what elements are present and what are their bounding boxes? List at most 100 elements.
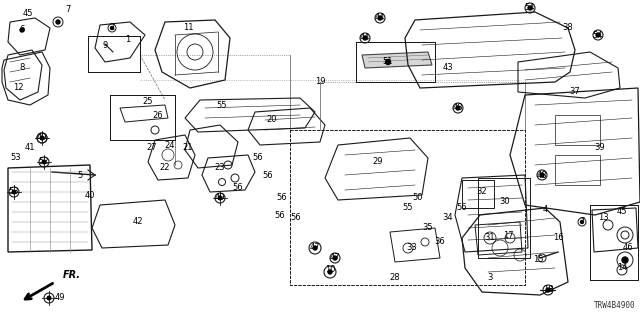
Text: 54: 54	[593, 30, 604, 39]
Circle shape	[20, 28, 24, 32]
Circle shape	[333, 256, 337, 260]
Bar	[590, 205, 638, 280]
Text: 56: 56	[291, 213, 301, 222]
Bar	[356, 42, 435, 82]
Text: 52: 52	[39, 157, 49, 166]
Circle shape	[528, 6, 532, 10]
Circle shape	[328, 270, 332, 274]
Circle shape	[378, 16, 382, 20]
Text: 43: 43	[443, 63, 453, 73]
Circle shape	[12, 190, 16, 194]
Bar	[88, 36, 140, 72]
Bar	[356, 42, 435, 82]
Text: 33: 33	[406, 244, 417, 252]
Text: 30: 30	[500, 197, 510, 206]
Text: 12: 12	[13, 84, 23, 92]
Text: 41: 41	[25, 143, 35, 153]
Text: 5: 5	[77, 171, 83, 180]
Text: 26: 26	[153, 110, 163, 119]
Text: 28: 28	[390, 274, 400, 283]
Text: 49: 49	[36, 133, 47, 142]
Text: 18: 18	[543, 285, 554, 294]
Circle shape	[313, 246, 317, 250]
Text: 56: 56	[262, 171, 273, 180]
Text: 44: 44	[375, 13, 385, 22]
Text: 48: 48	[537, 171, 547, 180]
Text: 44: 44	[360, 34, 371, 43]
Text: 56: 56	[253, 154, 263, 163]
Circle shape	[622, 257, 628, 263]
Text: 49: 49	[215, 194, 225, 203]
Text: 6: 6	[19, 26, 25, 35]
Bar	[290, 130, 525, 285]
Circle shape	[56, 20, 60, 24]
Text: 53: 53	[9, 188, 19, 196]
Circle shape	[596, 33, 600, 37]
Text: 13: 13	[598, 213, 608, 222]
Text: TRW4B4900: TRW4B4900	[595, 301, 636, 310]
Circle shape	[218, 196, 222, 200]
Text: 56: 56	[233, 183, 243, 193]
Text: 45: 45	[23, 10, 33, 19]
Text: 7: 7	[579, 218, 585, 227]
Text: 55: 55	[403, 204, 413, 212]
Text: 23: 23	[214, 164, 225, 172]
Text: 3: 3	[487, 274, 493, 283]
Text: 40: 40	[84, 190, 95, 199]
Circle shape	[363, 36, 367, 40]
Circle shape	[546, 288, 550, 292]
Text: 8: 8	[19, 63, 25, 73]
Circle shape	[456, 106, 460, 110]
Text: 47: 47	[310, 244, 320, 252]
Bar	[555, 155, 600, 185]
Text: 10: 10	[324, 266, 335, 275]
Text: 4: 4	[542, 205, 548, 214]
Text: 54: 54	[525, 4, 535, 12]
Text: 37: 37	[570, 87, 580, 97]
Text: 21: 21	[183, 143, 193, 153]
Text: 31: 31	[484, 234, 495, 243]
Text: 24: 24	[164, 140, 175, 149]
Text: 11: 11	[183, 23, 193, 33]
Text: 51: 51	[383, 58, 393, 67]
Circle shape	[47, 296, 51, 300]
Bar	[88, 36, 140, 72]
Text: 56: 56	[275, 211, 285, 220]
Text: 47: 47	[330, 253, 340, 262]
Text: 14: 14	[617, 263, 627, 273]
Text: 1: 1	[125, 36, 131, 44]
Bar	[590, 205, 638, 280]
Bar	[110, 95, 175, 140]
Text: 29: 29	[372, 157, 383, 166]
Text: 17: 17	[502, 230, 513, 239]
Text: 48: 48	[452, 103, 463, 113]
Text: 2: 2	[109, 23, 115, 33]
Bar	[478, 178, 530, 258]
Text: 38: 38	[563, 23, 573, 33]
Text: 20: 20	[267, 116, 277, 124]
Circle shape	[111, 27, 113, 29]
Text: 32: 32	[477, 188, 487, 196]
Bar	[555, 115, 600, 145]
Text: 56: 56	[457, 204, 467, 212]
Polygon shape	[362, 52, 432, 68]
Circle shape	[580, 220, 584, 223]
Text: FR.: FR.	[63, 270, 81, 280]
Bar	[290, 130, 525, 285]
Text: 35: 35	[422, 223, 433, 233]
Circle shape	[40, 136, 44, 140]
Text: 53: 53	[11, 154, 21, 163]
Text: 50: 50	[413, 194, 423, 203]
Text: 49: 49	[55, 293, 65, 302]
Text: 25: 25	[143, 98, 153, 107]
Text: 39: 39	[595, 143, 605, 153]
Text: 16: 16	[553, 234, 563, 243]
Text: 45: 45	[617, 207, 627, 217]
Text: 56: 56	[276, 194, 287, 203]
Text: 9: 9	[102, 41, 108, 50]
Circle shape	[385, 60, 390, 65]
Text: 7: 7	[65, 5, 70, 14]
Text: 46: 46	[623, 244, 634, 252]
Text: 34: 34	[443, 213, 453, 222]
Circle shape	[540, 173, 544, 177]
